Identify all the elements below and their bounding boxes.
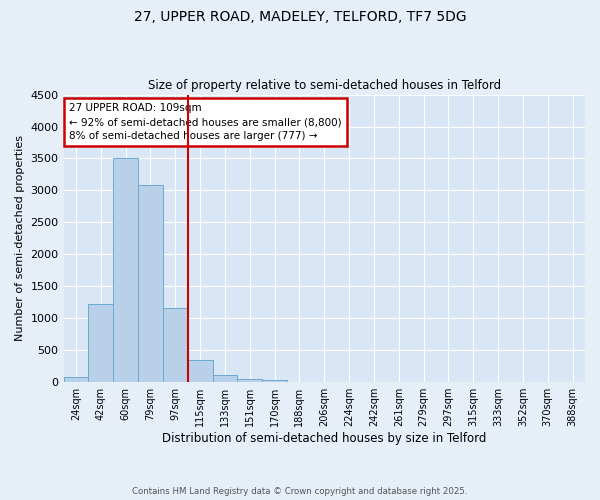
Y-axis label: Number of semi-detached properties: Number of semi-detached properties: [15, 136, 25, 342]
Bar: [163, 308, 188, 382]
Bar: [262, 380, 287, 382]
Bar: [212, 376, 238, 382]
Text: 27 UPPER ROAD: 109sqm
← 92% of semi-detached houses are smaller (8,800)
8% of se: 27 UPPER ROAD: 109sqm ← 92% of semi-deta…: [69, 103, 341, 141]
Text: Contains HM Land Registry data © Crown copyright and database right 2025.
Contai: Contains HM Land Registry data © Crown c…: [113, 488, 487, 500]
Bar: [188, 360, 212, 382]
Bar: [64, 378, 88, 382]
Title: Size of property relative to semi-detached houses in Telford: Size of property relative to semi-detach…: [148, 79, 501, 92]
Bar: [238, 378, 262, 382]
Text: 27, UPPER ROAD, MADELEY, TELFORD, TF7 5DG: 27, UPPER ROAD, MADELEY, TELFORD, TF7 5D…: [134, 10, 466, 24]
X-axis label: Distribution of semi-detached houses by size in Telford: Distribution of semi-detached houses by …: [162, 432, 487, 445]
Bar: [138, 184, 163, 382]
Bar: [88, 304, 113, 382]
Bar: [113, 158, 138, 382]
